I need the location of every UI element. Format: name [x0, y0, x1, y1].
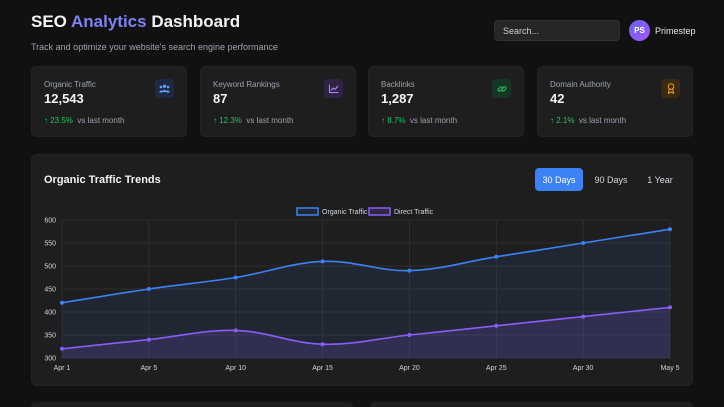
range-90-days-button[interactable]: 90 Days	[594, 174, 628, 185]
y-tick-label: 450	[44, 287, 56, 294]
data-point	[581, 314, 586, 319]
x-tick-label: Apr 20	[399, 365, 420, 372]
data-point	[60, 300, 64, 305]
x-tick-label: May 5	[660, 365, 679, 372]
stat-label: Organic Traffic	[44, 80, 96, 89]
stat-change: ↑ 2.1% vs last month	[550, 116, 627, 125]
data-point	[320, 342, 325, 347]
stat-label: Backlinks	[381, 80, 415, 89]
stat-card-keyword-rankings: Keyword Rankings 87 ↑ 12.3% vs last mont…	[200, 66, 356, 137]
series-area	[62, 229, 670, 358]
stat-label: Keyword Rankings	[213, 80, 280, 89]
data-point	[494, 254, 499, 259]
panel-title: Organic Traffic Trends	[44, 174, 161, 186]
arrow-up-icon: ↑	[44, 116, 48, 125]
stat-value: 1,287	[381, 91, 414, 106]
data-point	[233, 275, 238, 280]
range-30-days-button[interactable]: 30 Days	[535, 168, 583, 191]
data-point	[407, 333, 412, 337]
legend-swatch	[368, 207, 391, 216]
data-point	[668, 305, 672, 310]
stat-value: 12,543	[44, 91, 84, 106]
user-name: Primestep	[655, 25, 696, 36]
y-tick-label: 350	[44, 333, 56, 340]
stat-value: 87	[213, 91, 228, 106]
x-tick-label: Apr 30	[573, 365, 594, 372]
legend-swatch	[296, 207, 319, 216]
arrow-up-icon: ↑	[381, 116, 385, 125]
x-tick-label: Apr 15	[312, 365, 333, 372]
y-tick-label: 300	[44, 356, 56, 363]
stat-value: 42	[550, 91, 565, 106]
data-point	[146, 337, 151, 342]
page-header: SEO Analytics Dashboard Track and optimi…	[31, 12, 278, 52]
data-point	[581, 241, 586, 245]
legend-label: Direct Traffic	[394, 209, 434, 216]
y-tick-label: 400	[44, 310, 56, 317]
range-1-year-button[interactable]: 1 Year	[647, 174, 673, 185]
stat-change: ↑ 23.5% vs last month	[44, 116, 125, 125]
chart-line-icon	[324, 79, 343, 98]
legend-label: Organic Traffic	[322, 209, 368, 216]
search-input[interactable]	[494, 20, 620, 41]
series-line	[61, 306, 671, 350]
x-tick-label: Apr 25	[486, 365, 507, 372]
x-tick-label: Apr 1	[54, 365, 71, 372]
bottom-panel-right	[370, 402, 693, 407]
data-point	[407, 268, 412, 273]
stat-card-organic-traffic: Organic Traffic 12,543 ↑ 23.5% vs last m…	[31, 66, 187, 137]
data-point	[60, 346, 64, 351]
users-icon	[155, 79, 174, 98]
traffic-line-chart: 300 350 400 450 500 550 600 Apr 1 Apr 5 Apr 10 Apr…	[44, 207, 680, 372]
stat-label: Domain Authority	[550, 80, 611, 89]
arrow-up-icon: ↑	[550, 116, 554, 125]
data-point	[494, 323, 499, 328]
data-point	[668, 227, 672, 232]
y-tick-label: 550	[44, 241, 56, 248]
page-title: SEO Analytics Dashboard	[31, 12, 241, 31]
data-point	[233, 328, 238, 333]
y-tick-label: 500	[44, 264, 56, 271]
y-tick-label: 600	[44, 218, 56, 225]
data-point	[146, 287, 151, 291]
data-point	[320, 259, 325, 264]
award-icon	[661, 79, 680, 98]
stat-change: ↑ 8.7% vs last month	[381, 116, 458, 125]
link-icon	[492, 79, 511, 98]
series-area	[62, 307, 670, 358]
stat-card-domain-authority: Domain Authority 42 ↑ 2.1% vs last month	[537, 66, 693, 137]
stat-change: ↑ 12.3% vs last month	[213, 116, 294, 125]
bottom-panel-left	[31, 402, 353, 407]
user-menu[interactable]: PS Primestep	[629, 20, 696, 41]
arrow-up-icon: ↑	[213, 116, 217, 125]
x-tick-label: Apr 10	[225, 365, 246, 372]
traffic-trends-panel: Organic Traffic Trends 30 Days 90 Days 1…	[31, 154, 693, 386]
avatar[interactable]: PS	[629, 20, 650, 41]
stat-card-backlinks: Backlinks 1,287 ↑ 8.7% vs last month	[368, 66, 524, 137]
series-line	[61, 228, 671, 304]
x-tick-label: Apr 5	[140, 365, 157, 372]
page-subtitle: Track and optimize your website's search…	[31, 42, 279, 52]
